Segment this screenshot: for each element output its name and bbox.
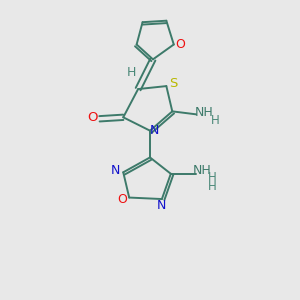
Text: O: O	[175, 38, 185, 51]
Text: NH: NH	[195, 106, 214, 119]
Text: N: N	[157, 199, 167, 212]
Text: N: N	[150, 124, 159, 137]
Text: N: N	[111, 164, 121, 177]
Text: H: H	[211, 114, 220, 127]
Text: O: O	[88, 111, 98, 124]
Text: NH: NH	[193, 164, 211, 177]
Text: S: S	[169, 76, 177, 90]
Text: H: H	[208, 171, 217, 184]
Text: H: H	[127, 66, 136, 79]
Text: O: O	[118, 193, 128, 206]
Text: H: H	[208, 180, 217, 193]
